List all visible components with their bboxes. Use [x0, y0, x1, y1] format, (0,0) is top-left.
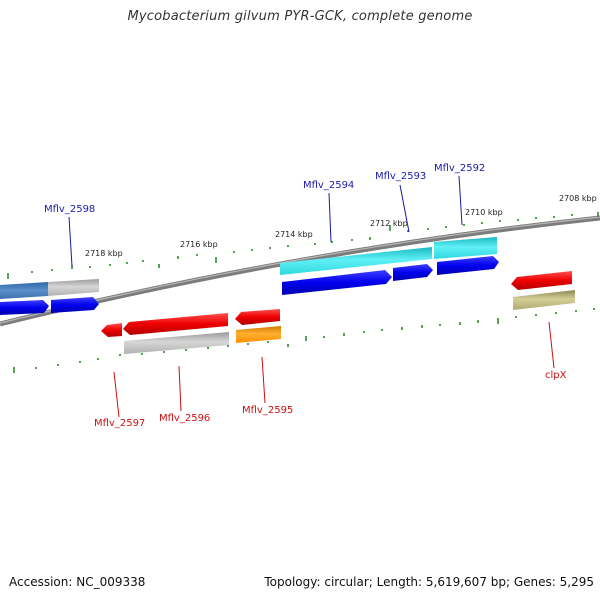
scale-label-2712: 2712 kbp	[370, 219, 408, 228]
inner-scale-ticks	[13, 308, 595, 373]
feature-reverse-gray	[124, 332, 229, 354]
gene-label-mflv-2594[interactable]: Mflv_2594	[303, 180, 355, 191]
gene-label-mflv-2592[interactable]: Mflv_2592	[434, 163, 486, 174]
feature-gray-segment	[48, 279, 99, 296]
cds-reverse-arrow-2	[123, 313, 228, 335]
gene-label-mflv-2598[interactable]: Mflv_2598	[44, 204, 96, 215]
cds-reverse-arrow-4	[511, 271, 572, 290]
feature-steelblue-segment	[0, 282, 48, 299]
gene-label-clpx[interactable]: clpX	[545, 370, 567, 381]
feature-cyan-long	[280, 247, 432, 275]
scale-label-2714: 2714 kbp	[275, 230, 313, 239]
cds-reverse-arrow-1	[101, 323, 122, 337]
cds-forward-arrow-5	[437, 256, 499, 275]
gene-label-mflv-2595[interactable]: Mflv_2595	[242, 405, 294, 416]
cds-forward-arrow-1	[0, 300, 49, 315]
gene-label-mflv-2593[interactable]: Mflv_2593	[375, 171, 427, 182]
gene-label-mflv-2597[interactable]: Mflv_2597	[94, 418, 146, 429]
feature-reverse-orange	[236, 326, 281, 343]
reverse-strand-features	[101, 271, 575, 354]
cds-reverse-arrow-3	[235, 309, 280, 325]
gene-label-mflv-2596[interactable]: Mflv_2596	[159, 413, 211, 424]
accession-text: Accession: NC_009338	[9, 575, 146, 589]
scale-label-2710: 2710 kbp	[465, 208, 503, 217]
forward-strand-features	[0, 237, 499, 315]
label-leader-lines	[68, 175, 555, 418]
cds-forward-arrow-4	[393, 264, 433, 281]
cds-forward-arrow-2	[51, 297, 99, 313]
map-title: Mycobacterium gilvum PYR-GCK, complete g…	[127, 9, 473, 24]
scale-label-2718: 2718 kbp	[85, 249, 123, 258]
scale-label-2708: 2708 kbp	[559, 194, 597, 203]
outer-scale-ticks	[7, 212, 599, 279]
scale-label-2716: 2716 kbp	[180, 240, 218, 249]
feature-reverse-olive	[513, 290, 575, 310]
feature-cyan-short	[434, 237, 497, 259]
genome-summary-text: Topology: circular; Length: 5,619,607 bp…	[264, 575, 594, 589]
cds-forward-arrow-3	[282, 270, 392, 295]
